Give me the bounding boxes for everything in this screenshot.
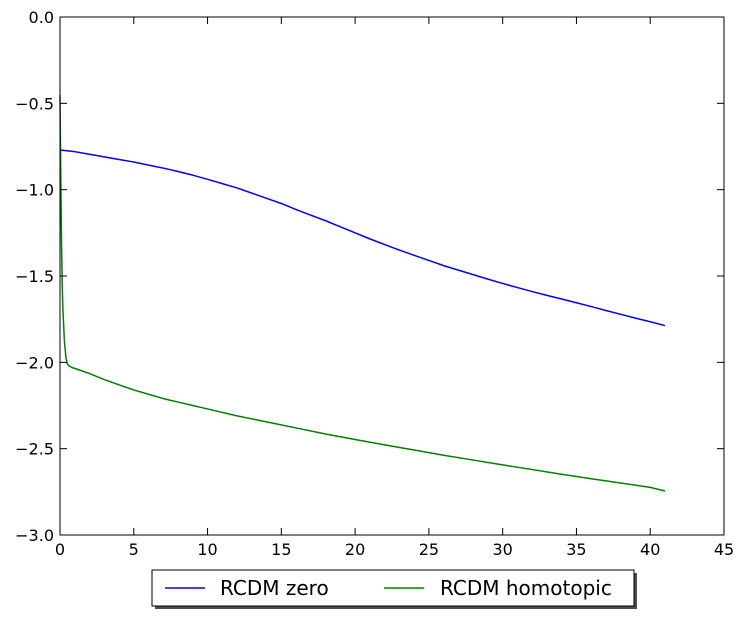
legend-label-rcdm-zero: RCDM zero — [220, 576, 329, 600]
x-tick-label: 30 — [492, 540, 512, 559]
legend: RCDM zero RCDM homotopic — [151, 569, 637, 609]
y-tick-label: −1.5 — [15, 267, 54, 286]
series-line-rcdm-zero — [59, 149, 666, 327]
x-tick-label: 5 — [129, 540, 139, 559]
x-axis-tick-labels: 0 5 10 15 20 25 30 35 40 45 — [55, 540, 734, 559]
x-tick-label: 45 — [714, 540, 734, 559]
x-tick-label: 15 — [271, 540, 291, 559]
series-line-rcdm-homotopic — [59, 94, 666, 492]
y-tick-label: 0.0 — [29, 8, 54, 27]
x-tick-label: 10 — [197, 540, 217, 559]
x-tick-label: 40 — [640, 540, 660, 559]
y-tick-label: −3.0 — [15, 526, 54, 545]
y-tick-label: −2.0 — [15, 353, 54, 372]
y-axis-tick-labels: 0.0 −0.5 −1.0 −1.5 −2.0 −2.5 −3.0 — [15, 8, 54, 545]
y-tick-label: −1.0 — [15, 181, 54, 200]
x-tick-label: 20 — [345, 540, 365, 559]
x-tick-label: 35 — [566, 540, 586, 559]
plot-frame — [59, 16, 725, 536]
y-tick-label: −2.5 — [15, 440, 54, 459]
x-tick-label: 0 — [55, 540, 65, 559]
y-tick-label: −0.5 — [15, 94, 54, 113]
axis-ticks — [59, 16, 725, 536]
series-layer — [59, 94, 666, 492]
legend-box — [151, 569, 635, 607]
legend-label-rcdm-homotopic: RCDM homotopic — [440, 576, 612, 600]
x-tick-label: 25 — [419, 540, 439, 559]
